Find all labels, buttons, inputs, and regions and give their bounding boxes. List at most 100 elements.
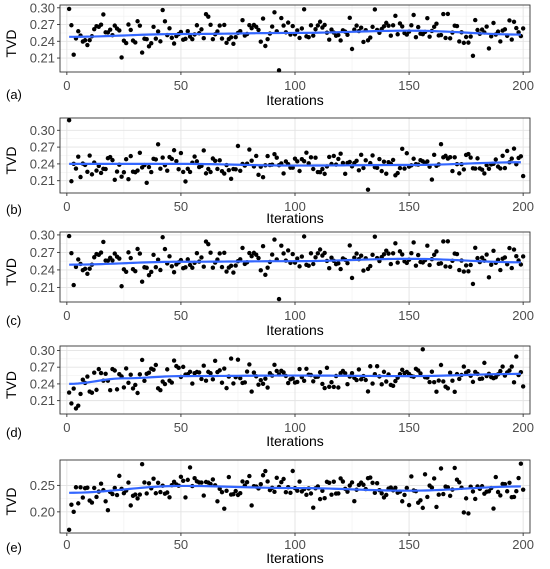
data-point — [315, 23, 321, 28]
y-tick-label: 0.30 — [30, 343, 55, 358]
data-point — [208, 371, 213, 376]
x-tick-label: 0 — [63, 308, 70, 323]
data-point — [425, 494, 430, 500]
data-point — [473, 166, 478, 171]
data-point — [251, 370, 257, 375]
data-point — [509, 156, 514, 161]
data-point — [199, 376, 204, 382]
data-point — [137, 251, 143, 256]
data-point — [324, 365, 330, 370]
data-point — [381, 24, 387, 29]
data-point — [470, 379, 476, 385]
data-point — [384, 379, 389, 384]
data-point — [349, 46, 355, 52]
data-point — [103, 166, 108, 172]
data-point — [340, 160, 346, 166]
data-point — [441, 239, 446, 244]
data-point — [336, 385, 341, 390]
data-point — [281, 23, 286, 28]
data-point — [112, 368, 117, 373]
data-point — [379, 168, 384, 174]
data-point — [313, 27, 318, 32]
data-point — [153, 36, 159, 41]
data-point — [174, 158, 179, 164]
y-tick-label: 0.24 — [30, 376, 55, 391]
data-point — [201, 148, 206, 153]
x-tick-label: 100 — [284, 420, 306, 435]
data-point — [85, 42, 90, 48]
smooth-line — [69, 257, 521, 266]
data-point — [372, 234, 378, 239]
data-point — [409, 23, 414, 28]
data-point — [194, 250, 200, 256]
data-point — [400, 24, 405, 29]
data-point — [457, 480, 462, 485]
data-point — [78, 485, 83, 490]
data-point — [301, 234, 307, 239]
data-point — [258, 268, 263, 273]
data-point — [297, 366, 302, 372]
data-point — [130, 386, 136, 391]
data-point — [438, 466, 444, 471]
data-point — [368, 364, 373, 369]
data-point — [224, 488, 229, 493]
y-tick-label: 0.21 — [30, 51, 55, 66]
data-point — [498, 493, 503, 498]
y-tick-label: 0.25 — [30, 478, 55, 493]
smooth-line — [69, 372, 521, 385]
data-point — [226, 474, 232, 480]
data-point — [185, 257, 190, 262]
data-point — [461, 269, 467, 274]
data-point — [276, 296, 282, 302]
data-point — [82, 38, 88, 43]
data-point — [436, 492, 441, 497]
data-point — [78, 391, 83, 397]
data-point — [281, 476, 286, 482]
data-point — [306, 263, 311, 268]
data-point — [144, 180, 149, 186]
data-point — [224, 269, 229, 274]
x-tick-label: 150 — [398, 420, 420, 435]
data-point — [187, 465, 193, 470]
data-point — [69, 250, 74, 256]
data-point — [76, 154, 81, 159]
data-point — [78, 174, 83, 180]
data-point — [274, 475, 279, 481]
data-point — [142, 378, 147, 383]
data-point — [493, 474, 498, 480]
data-point — [427, 34, 432, 39]
data-point — [500, 153, 505, 158]
data-point — [431, 476, 437, 481]
data-point — [69, 23, 74, 28]
data-point — [222, 506, 227, 511]
data-point — [507, 368, 512, 373]
data-point — [368, 35, 373, 40]
data-point — [192, 475, 197, 481]
data-point — [429, 485, 435, 490]
x-tick-label: 100 — [284, 78, 306, 93]
data-point — [153, 157, 159, 162]
data-point — [165, 168, 170, 173]
data-point — [167, 26, 172, 31]
data-point — [511, 247, 517, 252]
data-point — [133, 492, 138, 497]
data-point — [112, 251, 117, 256]
data-point — [297, 168, 302, 174]
data-point — [416, 24, 421, 30]
data-point — [457, 376, 462, 382]
data-point — [114, 169, 120, 174]
data-point — [135, 390, 140, 396]
data-point — [489, 262, 494, 267]
data-point — [361, 482, 366, 487]
data-point — [110, 157, 115, 163]
data-point — [411, 156, 416, 161]
data-point — [425, 159, 430, 164]
data-point — [146, 44, 152, 49]
data-point — [139, 50, 145, 55]
data-point — [128, 153, 133, 159]
data-point — [247, 147, 252, 152]
data-point — [247, 473, 252, 479]
data-point — [94, 387, 99, 393]
data-point — [345, 32, 350, 38]
data-point — [190, 37, 195, 42]
